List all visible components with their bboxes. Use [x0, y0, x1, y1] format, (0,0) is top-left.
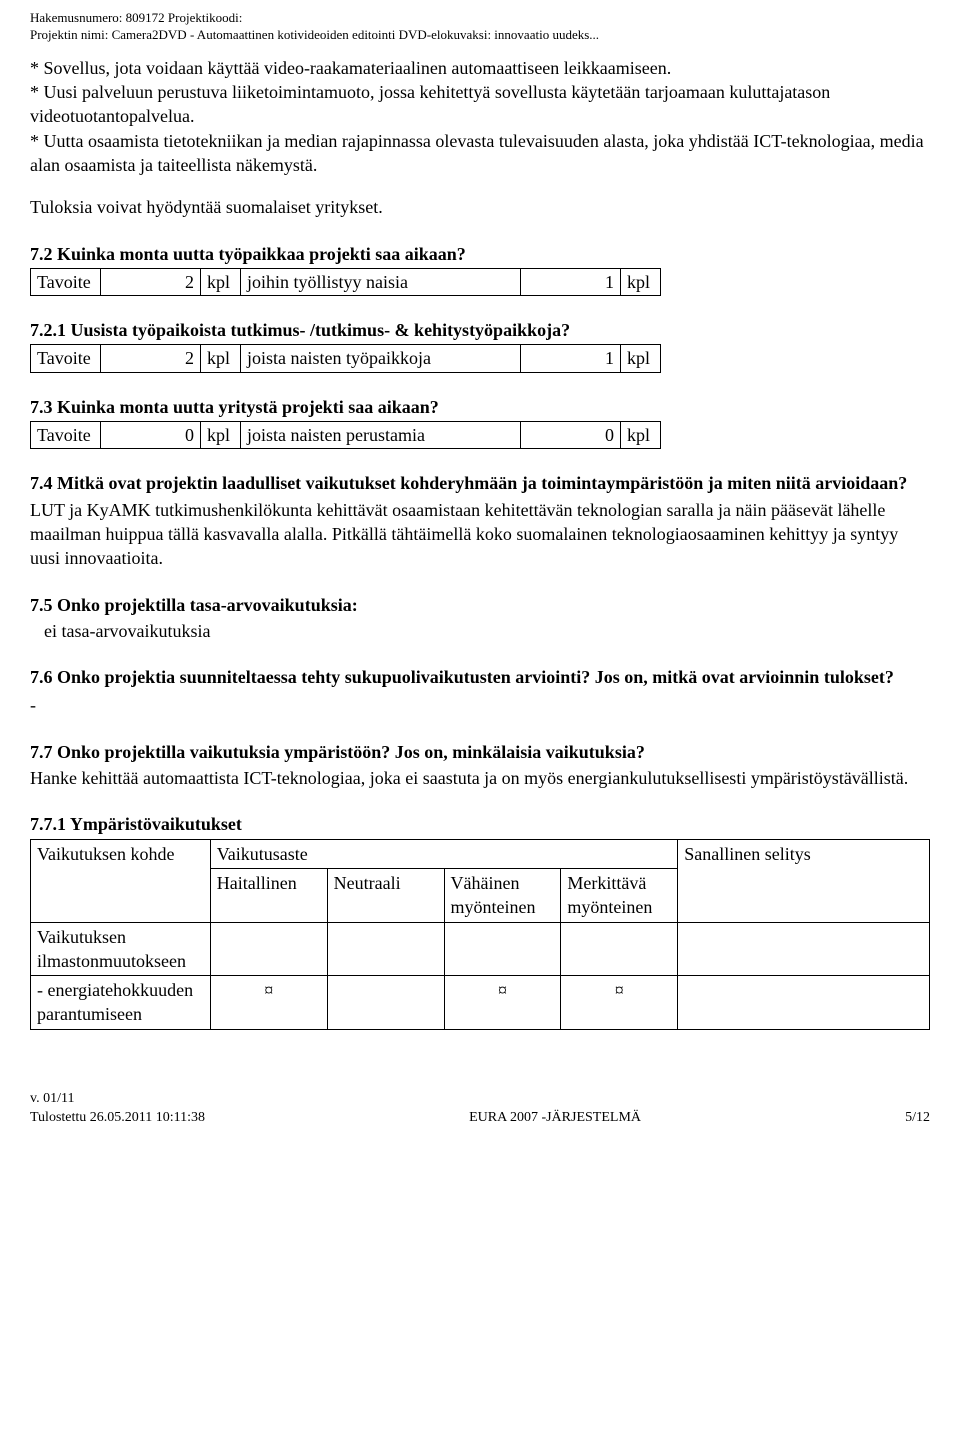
cell-val1: 2 [101, 268, 201, 295]
intro-bullet-3: * Uutta osaamista tietotekniikan ja medi… [30, 129, 930, 178]
intro-closing: Tuloksia voivat hyödyntää suomalaiset yr… [30, 195, 930, 219]
col-kohde: Vaikutuksen kohde [31, 839, 211, 922]
cell-empty [678, 922, 930, 976]
cell-unit1: kpl [201, 422, 241, 449]
cell-empty [210, 922, 327, 976]
cell-desc: joista naisten työpaikkoja [241, 345, 521, 372]
cell-unit2: kpl [621, 422, 661, 449]
cell-label: Tavoite [31, 268, 101, 295]
cell-val1: 2 [101, 345, 201, 372]
cell-desc: joihin työllistyy naisia [241, 268, 521, 295]
cell-unit2: kpl [621, 268, 661, 295]
cell-mark: ¤ [561, 976, 678, 1030]
col-aste: Vaikutusaste [210, 839, 677, 868]
cell-val2: 1 [521, 268, 621, 295]
col-selitys: Sanallinen selitys [678, 839, 930, 922]
cell-val2: 1 [521, 345, 621, 372]
footer-system: EURA 2007 -JÄRJESTELMÄ [205, 1109, 905, 1128]
cell-unit2: kpl [621, 345, 661, 372]
heading-7-5: 7.5 Onko projektilla tasa-arvovaikutuksi… [30, 593, 930, 617]
cell-empty [444, 922, 561, 976]
body-7-4: LUT ja KyAMK tutkimushenkilökunta kehitt… [30, 498, 930, 571]
intro-bullet-1: * Sovellus, jota voidaan käyttää video-r… [30, 56, 930, 80]
table-7-7-1: Vaikutuksen kohde Vaikutusaste Sanalline… [30, 839, 930, 1030]
intro-bullets: * Sovellus, jota voidaan käyttää video-r… [30, 56, 930, 177]
cell-mark: ¤ [444, 976, 561, 1030]
heading-7-2-1: 7.2.1 Uusista työpaikoista tutkimus- /tu… [30, 318, 930, 342]
col-vahainen: Vähäinen myönteinen [444, 868, 561, 922]
table-7-2-1: Tavoite 2 kpl joista naisten työpaikkoja… [30, 344, 661, 372]
heading-7-3: 7.3 Kuinka monta uutta yritystä projekti… [30, 395, 930, 419]
intro-bullet-2: * Uusi palveluun perustuva liiketoiminta… [30, 80, 930, 129]
table-row: Tavoite 0 kpl joista naisten perustamia … [31, 422, 661, 449]
footer-page: 5/12 [905, 1109, 930, 1128]
table-row: - energiatehokkuuden parantumiseen ¤ ¤ ¤ [31, 976, 930, 1030]
body-7-6: - [30, 693, 930, 717]
body-7-5: ei tasa-arvovaikutuksia [44, 619, 930, 643]
cell-desc: joista naisten perustamia [241, 422, 521, 449]
table-row: Tavoite 2 kpl joista naisten työpaikkoja… [31, 345, 661, 372]
footer-printed: Tulostettu 26.05.2011 10:11:38 [30, 1109, 205, 1128]
cell-row2-label: - energiatehokkuuden parantumiseen [31, 976, 211, 1030]
table-header-row: Vaikutuksen kohde Vaikutusaste Sanalline… [31, 839, 930, 868]
heading-7-7: 7.7 Onko projektilla vaikutuksia ympäris… [30, 740, 930, 764]
heading-7-7-1: 7.7.1 Ympäristövaikutukset [30, 812, 930, 836]
col-merkittava: Merkittävä myönteinen [561, 868, 678, 922]
cell-mark: ¤ [210, 976, 327, 1030]
header-line1: Hakemusnumero: 809172 Projektikoodi: [30, 10, 930, 27]
cell-unit1: kpl [201, 345, 241, 372]
heading-7-6: 7.6 Onko projektia suunniteltaessa tehty… [30, 665, 930, 689]
header-line2: Projektin nimi: Camera2DVD - Automaattin… [30, 27, 930, 44]
cell-empty [561, 922, 678, 976]
table-7-3: Tavoite 0 kpl joista naisten perustamia … [30, 421, 661, 449]
footer-version: v. 01/11 [30, 1090, 205, 1109]
heading-7-2: 7.2 Kuinka monta uutta työpaikkaa projek… [30, 242, 930, 266]
cell-row1-label: Vaikutuksen ilmastonmuutokseen [31, 922, 211, 976]
col-neutraali: Neutraali [327, 868, 444, 922]
cell-unit1: kpl [201, 268, 241, 295]
cell-label: Tavoite [31, 422, 101, 449]
cell-val2: 0 [521, 422, 621, 449]
col-haitallinen: Haitallinen [210, 868, 327, 922]
doc-header: Hakemusnumero: 809172 Projektikoodi: Pro… [30, 10, 930, 44]
heading-7-4: 7.4 Mitkä ovat projektin laadulliset vai… [30, 471, 930, 495]
cell-label: Tavoite [31, 345, 101, 372]
cell-empty [678, 976, 930, 1030]
table-7-2: Tavoite 2 kpl joihin työllistyy naisia 1… [30, 268, 661, 296]
table-row: Tavoite 2 kpl joihin työllistyy naisia 1… [31, 268, 661, 295]
cell-empty [327, 976, 444, 1030]
body-7-7: Hanke kehittää automaattista ICT-teknolo… [30, 766, 930, 790]
cell-val1: 0 [101, 422, 201, 449]
footer-left: v. 01/11 Tulostettu 26.05.2011 10:11:38 [30, 1090, 205, 1128]
table-row: Vaikutuksen ilmastonmuutokseen [31, 922, 930, 976]
page-footer: v. 01/11 Tulostettu 26.05.2011 10:11:38 … [30, 1090, 930, 1128]
cell-empty [327, 922, 444, 976]
